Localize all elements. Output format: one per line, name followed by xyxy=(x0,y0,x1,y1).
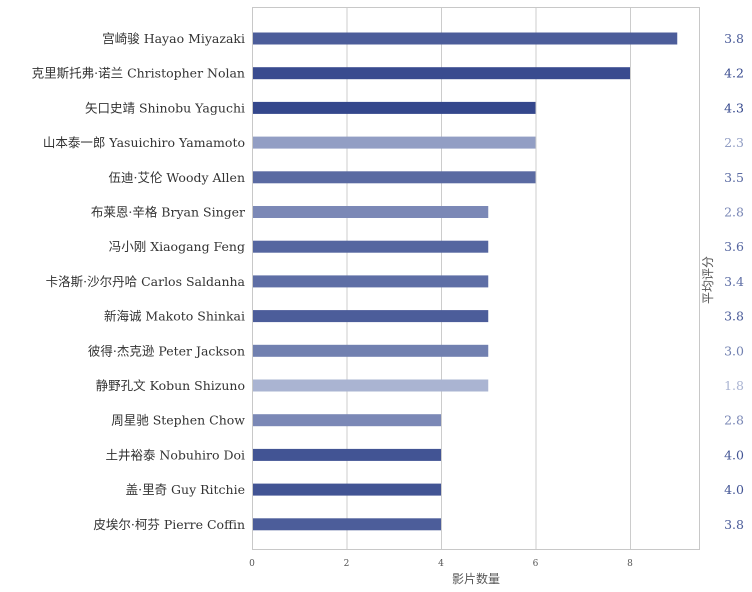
category-label: 静野孔文 Kobun Shizuno xyxy=(96,378,245,393)
bar xyxy=(253,344,489,357)
bar xyxy=(253,414,441,427)
bar xyxy=(253,67,630,80)
category-label: 彼得·杰克逊 Peter Jackson xyxy=(88,343,245,358)
rating-label: 4.3 xyxy=(724,100,744,115)
x-tick-label: 6 xyxy=(533,559,539,569)
bar xyxy=(253,206,489,218)
bar xyxy=(253,32,678,45)
right-axis-title: 平均评分 xyxy=(701,256,715,304)
category-label: 皮埃尔·柯芬 Pierre Coffin xyxy=(93,517,245,532)
bar xyxy=(253,379,489,392)
bars xyxy=(253,32,678,531)
category-label: 盖·里奇 Guy Ritchie xyxy=(126,482,245,497)
bar xyxy=(253,483,441,496)
x-axis-title: 影片数量 xyxy=(452,571,500,586)
rating-label: 1.8 xyxy=(724,378,744,393)
category-labels: 宫崎骏 Hayao Miyazaki 克里斯托弗·诺兰 Christopher N… xyxy=(32,31,246,532)
rating-label: 3.8 xyxy=(724,517,744,532)
bar xyxy=(253,275,489,288)
bar xyxy=(253,448,441,461)
rating-label: 3.8 xyxy=(724,31,744,46)
rating-label: 4.0 xyxy=(724,482,744,497)
bar xyxy=(253,136,536,149)
rating-label: 2.3 xyxy=(724,135,744,150)
bar xyxy=(253,240,489,253)
rating-labels: 3.8 4.2 4.3 2.3 3.5 2.8 3.6 3.4 3.8 3.0 1.8 2.8 4.0 4… xyxy=(724,31,744,532)
bar xyxy=(253,101,536,114)
category-label: 新海诚 Makoto Shinkai xyxy=(104,309,245,324)
category-label: 布莱恩·辛格 Bryan Singer xyxy=(91,205,245,220)
x-tick-label: 4 xyxy=(438,559,444,569)
x-tick-label: 0 xyxy=(249,559,255,569)
rating-label: 4.0 xyxy=(724,447,744,462)
x-tick-label: 8 xyxy=(627,559,633,569)
rating-label: 3.5 xyxy=(724,170,744,185)
category-label: 山本泰一郎 Yasuichiro Yamamoto xyxy=(43,135,245,150)
category-label: 土井裕泰 Nobuhiro Doi xyxy=(105,447,245,462)
rating-label: 2.8 xyxy=(724,205,744,220)
rating-label: 2.8 xyxy=(724,413,744,428)
rating-label: 3.6 xyxy=(724,239,744,254)
category-label: 周星驰 Stephen Chow xyxy=(111,413,245,428)
bar xyxy=(253,518,441,531)
category-label: 宫崎骏 Hayao Miyazaki xyxy=(102,31,245,46)
category-label: 克里斯托弗·诺兰 Christopher Nolan xyxy=(32,66,245,81)
category-label: 矢口史靖 Shinobu Yaguchi xyxy=(85,100,245,115)
plot-frame xyxy=(252,7,700,550)
rating-label: 3.8 xyxy=(724,309,744,324)
category-label: 冯小刚 Xiaogang Feng xyxy=(109,239,245,254)
x-tick-labels: 0 2 4 6 8 xyxy=(249,559,633,569)
category-label: 伍迪·艾伦 Woody Allen xyxy=(108,170,245,185)
bar xyxy=(253,171,536,184)
rating-label: 3.0 xyxy=(724,343,744,358)
bar xyxy=(253,310,489,323)
category-label: 卡洛斯·沙尔丹哈 Carlos Saldanha xyxy=(46,274,246,289)
rating-label: 3.4 xyxy=(724,274,744,289)
x-tick-label: 2 xyxy=(344,559,350,569)
rating-label: 4.2 xyxy=(724,66,744,81)
